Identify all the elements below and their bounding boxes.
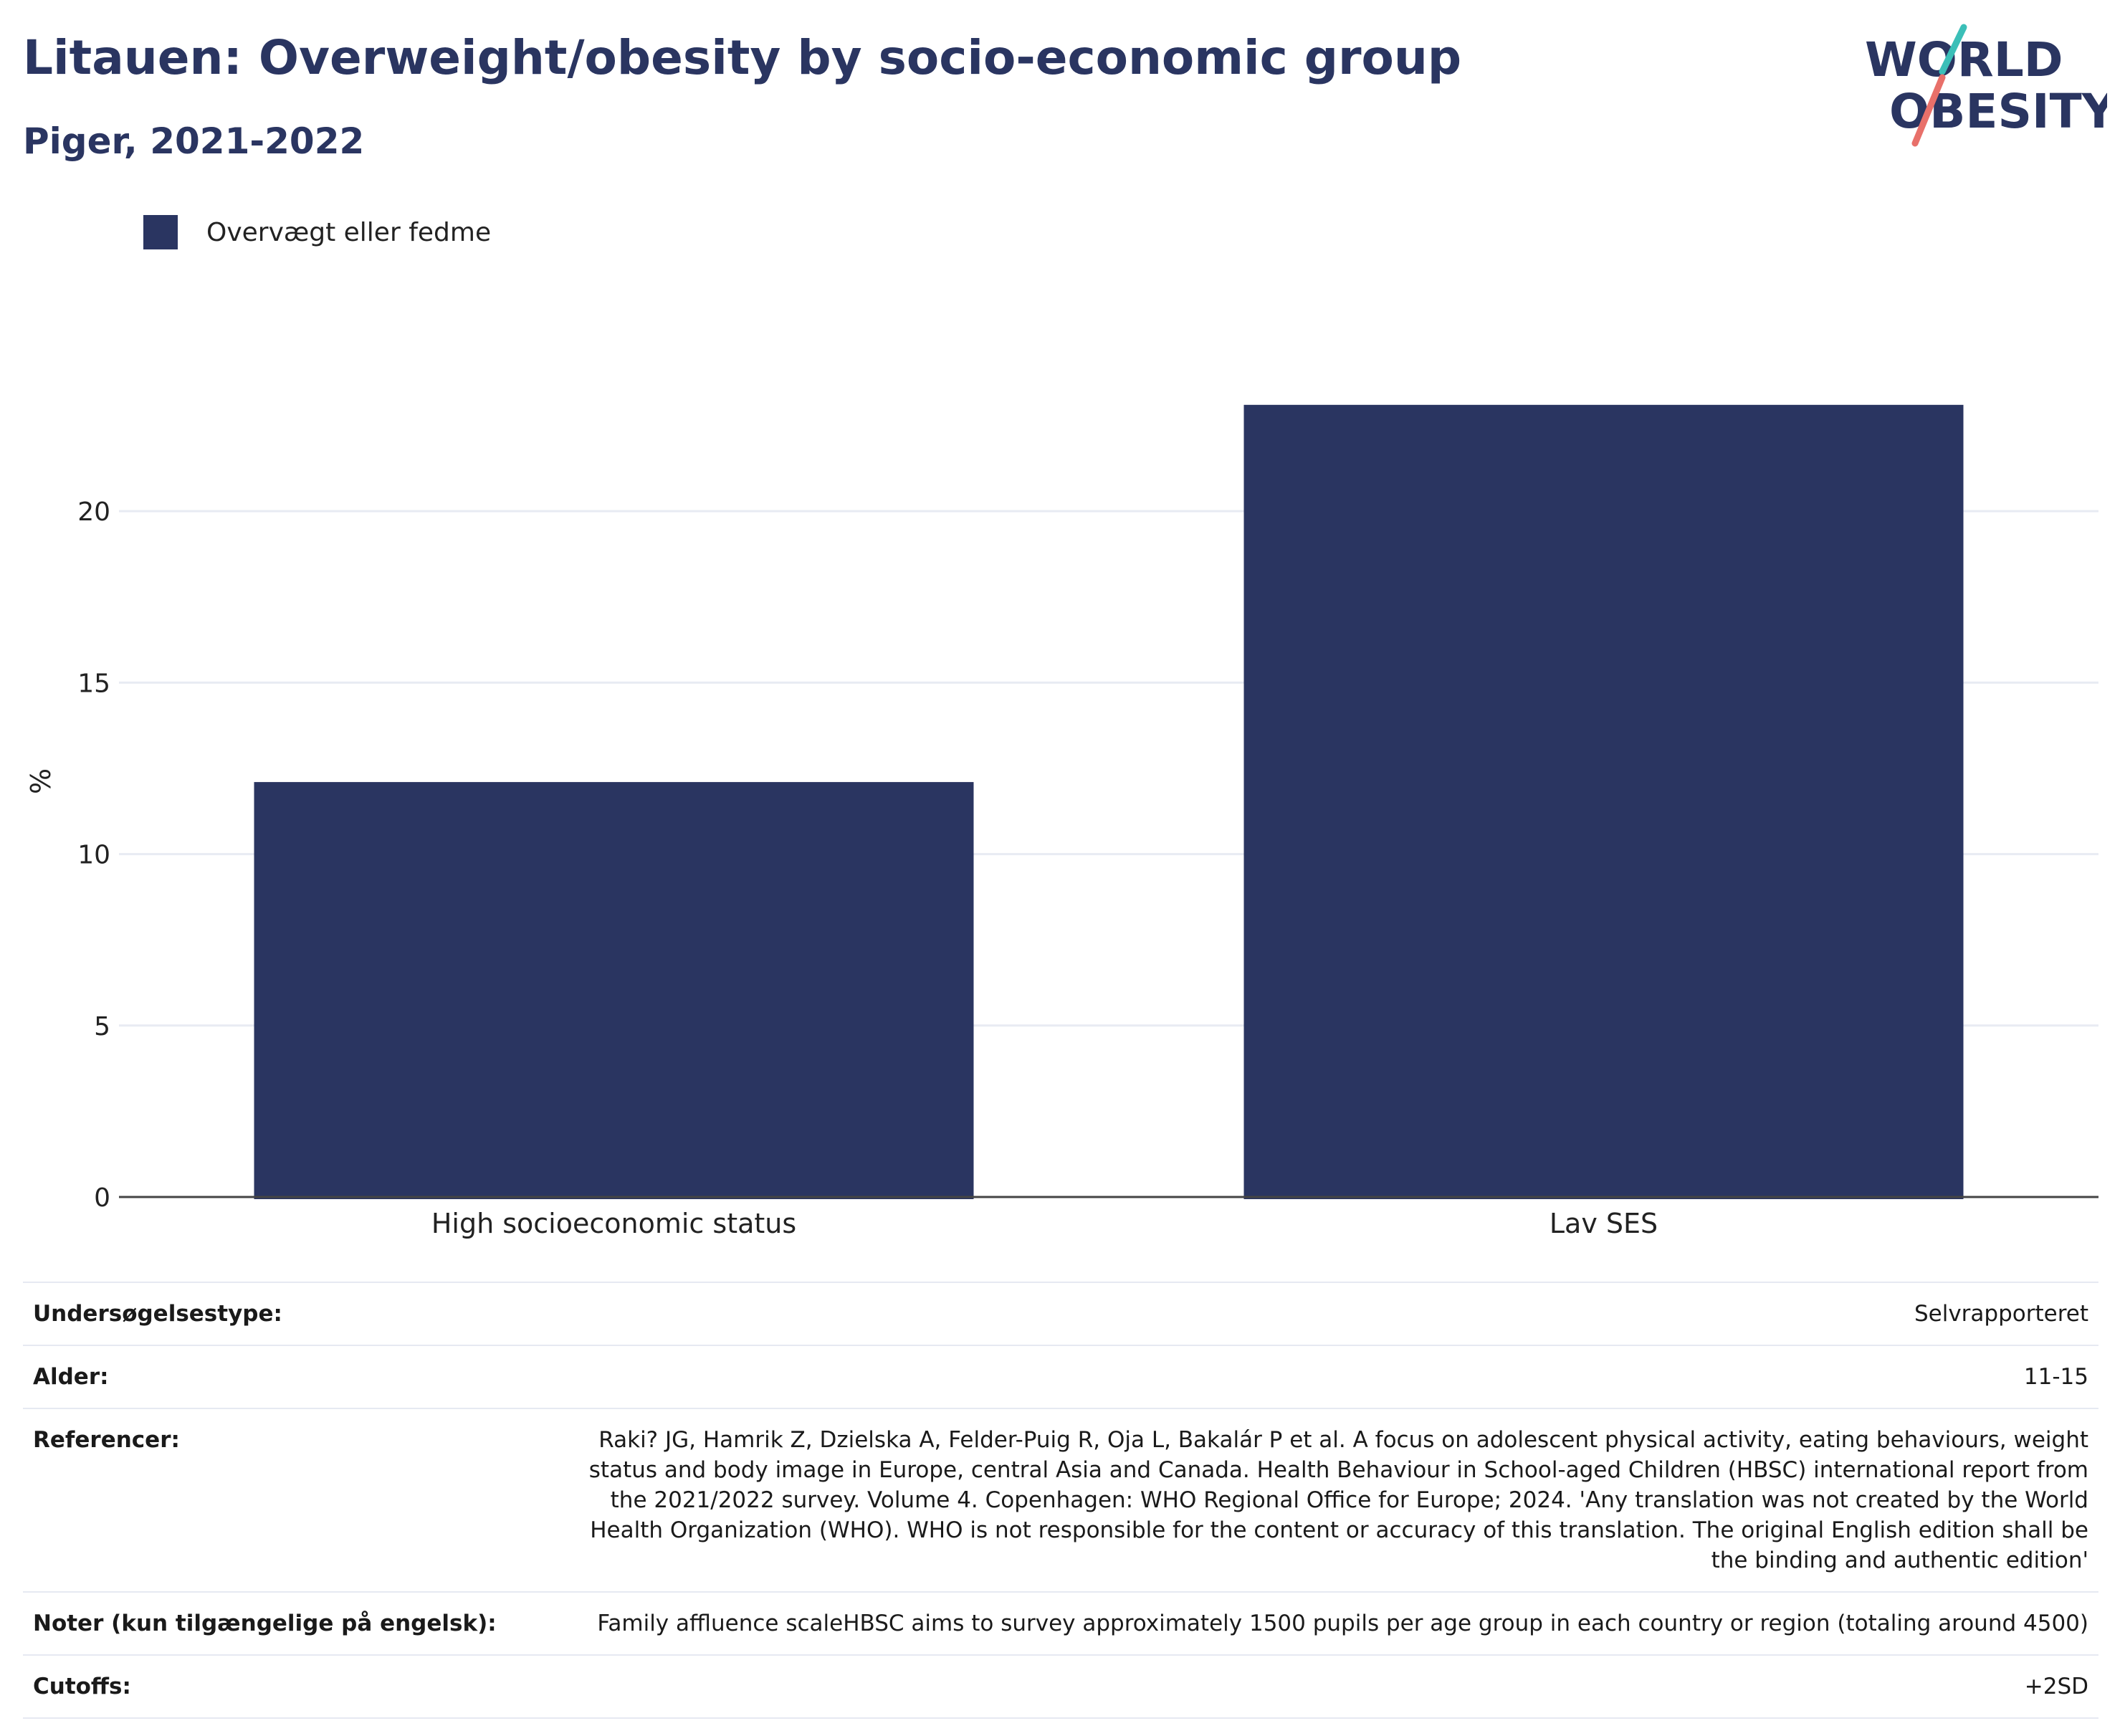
y-tick-label: 20 [77,497,110,527]
legend-label: Overvægt eller fedme [206,217,492,247]
chart-title: Litauen: Overweight/obesity by socio-eco… [23,30,1462,85]
y-tick-label: 0 [94,1183,110,1213]
y-tick-label: 15 [77,669,110,698]
info-key: Undersøgelsestype: [33,1301,282,1327]
info-row-age: Alder: 11-15 [23,1345,2098,1408]
y-tick-label: 10 [77,841,110,870]
info-value: Family affluence scaleHBSC aims to surve… [597,1611,2088,1636]
y-tick-label: 5 [94,1012,110,1041]
x-tick-label: High socioeconomic status [431,1208,796,1239]
info-value: 11-15 [2023,1364,2088,1390]
info-table: Undersøgelsestype: Selvrapporteret Alder… [23,1282,2098,1719]
bar [1243,404,1964,1200]
bar [254,782,974,1199]
info-key: Referencer: [33,1427,180,1453]
x-tick-label: Lav SES [1550,1208,1658,1239]
info-row-references: Referencer: Raki? JG, Hamrik Z, Dzielska… [23,1408,2098,1592]
info-value: +2SD [2024,1674,2088,1699]
logo-slash-teal [1939,24,1967,75]
info-row-survey-type: Undersøgelsestype: Selvrapporteret [23,1282,2098,1345]
info-row-cutoffs: Cutoffs: +2SD [23,1655,2098,1718]
legend-swatch [143,215,178,249]
world-obesity-logo: WORLD OBESITY [1865,24,2107,147]
info-key: Cutoffs: [33,1674,131,1699]
logo-text-world: WORLD [1865,32,2063,87]
info-value: Raki? JG, Hamrik Z, Dzielska A, Felder-P… [588,1427,2088,1573]
info-value: Selvrapporteret [1914,1301,2088,1327]
info-row-notes: Noter (kun tilgængelige på engelsk): Fam… [23,1592,2098,1655]
bar-chart: 0 5 10 15 20 High socioeconomic status Lav SES… [25,404,2098,1239]
chart-subtitle: Piger, 2021-2022 [23,120,365,162]
y-axis-label: % [25,768,57,794]
logo-slash-coral [1911,74,1946,147]
legend: Overvægt eller fedme [143,214,491,251]
info-key: Noter (kun tilgængelige på engelsk): [33,1611,497,1636]
info-key: Alder: [33,1364,109,1390]
